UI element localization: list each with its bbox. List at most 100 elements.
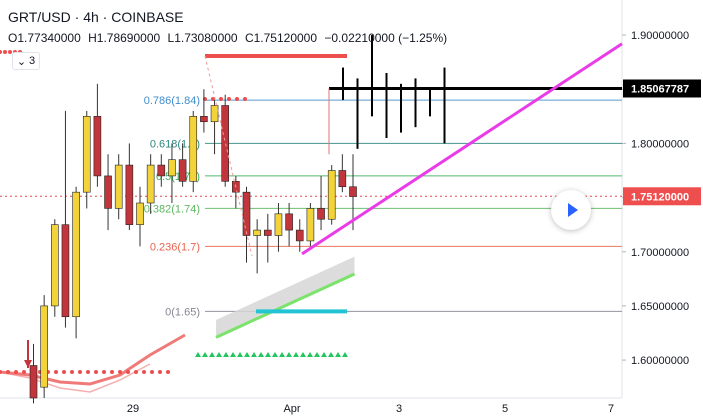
- time-tick-label: 29: [127, 403, 139, 415]
- candle-body: [114, 164, 123, 209]
- grid-lines: [0, 0, 623, 399]
- signal-dot: [94, 370, 98, 374]
- price-tick-label: 1.70000000: [631, 247, 689, 259]
- candle-body: [306, 208, 315, 242]
- signal-dot: [78, 370, 82, 374]
- signal-triangle: [258, 352, 264, 357]
- indicators-toggle-button[interactable]: ⌄ 3: [12, 52, 40, 70]
- open-label: O: [8, 31, 18, 45]
- signal-triangle: [300, 352, 306, 357]
- signal-triangle: [230, 352, 236, 357]
- price-badge: [623, 187, 701, 206]
- signal-dot: [211, 97, 215, 101]
- signal-triangle: [272, 352, 278, 357]
- signal-dot: [86, 370, 90, 374]
- time-axis[interactable]: 29 Apr 3 5 7: [127, 403, 614, 415]
- interval-label[interactable]: 4h: [83, 9, 99, 25]
- signal-dot: [142, 370, 146, 374]
- signal-dot: [110, 370, 114, 374]
- fibonacci-retracement: 0.786(1.84) 0.618(1.8) 0.5(1.77) 0.382(1.74…: [0, 95, 622, 318]
- price-tick-label: 1.90000000: [631, 30, 689, 42]
- signal-triangle: [342, 352, 348, 357]
- candle-body: [136, 202, 144, 225]
- chevron-down-icon: ⌄: [16, 55, 27, 68]
- candle-body: [61, 224, 70, 318]
- high-value: 1.78690000: [96, 31, 161, 45]
- candle-body: [146, 164, 155, 204]
- signal-dot: [0, 50, 2, 54]
- candle-body: [338, 170, 347, 188]
- candle-body: [327, 170, 336, 220]
- signal-dot: [6, 370, 10, 374]
- low-value: 1.73080000: [174, 31, 238, 45]
- candle-body: [168, 159, 176, 177]
- close-label: C: [244, 31, 254, 45]
- candle-body: [50, 224, 59, 307]
- candle-body: [242, 191, 251, 236]
- candle-body: [157, 164, 166, 177]
- signal-triangle: [335, 352, 341, 357]
- replay-button[interactable]: [551, 190, 591, 230]
- signal-dot: [70, 370, 74, 374]
- candle-body: [200, 116, 208, 123]
- ma-cloud: [0, 50, 356, 393]
- time-tick-label: 3: [396, 403, 402, 415]
- play-icon: [568, 203, 578, 217]
- candle-body: [349, 186, 357, 197]
- symbol-name[interactable]: GRT/USD: [8, 9, 71, 25]
- drawings: [204, 35, 623, 314]
- signal-dot: [227, 97, 231, 101]
- signal-triangle: [209, 352, 215, 357]
- ohlc-legend: O1.77340000 H1.78690000 L1.73080000 C1.7…: [8, 31, 451, 45]
- change-value: −0.02210000 (−1.25%): [324, 31, 448, 45]
- signal-dot: [62, 370, 66, 374]
- candle-body: [29, 365, 38, 399]
- signal-dot: [102, 370, 106, 374]
- header-separator: ·: [74, 9, 80, 25]
- price-badge-label: 1.85067787: [631, 83, 689, 95]
- candle-body: [263, 229, 272, 236]
- close-value: 1.75120000: [253, 31, 318, 45]
- fib-level-label: 0.382(1.74): [144, 203, 200, 215]
- trend-line: [301, 42, 623, 256]
- signal-dot: [54, 370, 58, 374]
- signal-triangle: [223, 352, 229, 357]
- candle-body: [210, 105, 219, 123]
- price-tick-label: 1.60000000: [631, 355, 689, 367]
- signal-dot: [219, 97, 223, 101]
- signal-triangle: [251, 352, 257, 357]
- candle-body: [93, 116, 102, 177]
- signal-triangle: [195, 352, 201, 357]
- signal-dot: [243, 97, 247, 101]
- signal-dot: [235, 97, 239, 101]
- signal-dot: [0, 370, 2, 374]
- fib-level-label: 0.618(1.8): [150, 138, 200, 150]
- time-tick-label: 7: [608, 403, 614, 415]
- signal-dot: [22, 370, 26, 374]
- ma-green-line: [215, 272, 356, 339]
- price-axis[interactable]: 1.900000001.850000001.800000001.75000000…: [622, 30, 701, 367]
- price-tick-label: 1.80000000: [631, 138, 689, 150]
- dashed-connector: [204, 55, 253, 257]
- header-separator: ·: [102, 9, 108, 25]
- candle-body: [295, 229, 304, 242]
- candle-body: [82, 116, 91, 193]
- signal-dot: [134, 370, 138, 374]
- candle-body: [189, 116, 198, 182]
- symbol-header: GRT/USD · 4h · COINBASE: [8, 9, 184, 25]
- price-tick-label: 1.65000000: [631, 301, 689, 313]
- signal-triangle: [237, 352, 243, 357]
- candle-body: [40, 305, 48, 388]
- signal-dot: [126, 370, 130, 374]
- fib-level-label: 0(1.65): [165, 306, 200, 318]
- signal-triangle: [286, 352, 292, 357]
- signal-triangle: [244, 352, 250, 357]
- signal-dot: [158, 370, 162, 374]
- signal-triangle: [307, 352, 313, 357]
- signal-triangle: [321, 352, 327, 357]
- price-badge: [623, 79, 701, 98]
- candle-body: [274, 213, 283, 236]
- signal-triangle: [328, 352, 334, 357]
- ma-cloud-fill: [216, 256, 355, 338]
